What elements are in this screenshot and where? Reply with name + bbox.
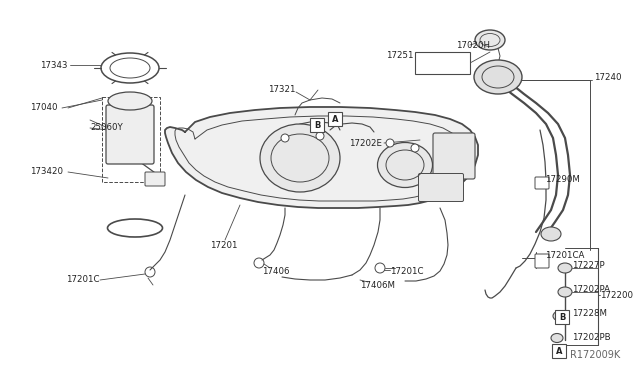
- FancyBboxPatch shape: [552, 344, 566, 358]
- Text: 17227P: 17227P: [572, 262, 605, 270]
- Ellipse shape: [558, 287, 572, 297]
- Text: 17020H: 17020H: [456, 41, 490, 49]
- FancyBboxPatch shape: [415, 52, 470, 74]
- Ellipse shape: [474, 60, 522, 94]
- Circle shape: [316, 132, 324, 140]
- Text: 17201C: 17201C: [67, 276, 100, 285]
- Text: 172200: 172200: [600, 291, 633, 299]
- Text: 17201: 17201: [210, 241, 237, 250]
- Text: 17406: 17406: [262, 267, 289, 276]
- FancyBboxPatch shape: [419, 173, 463, 202]
- Text: 17240: 17240: [594, 74, 621, 83]
- FancyBboxPatch shape: [433, 133, 475, 179]
- Ellipse shape: [553, 311, 567, 321]
- Text: 17321: 17321: [269, 86, 296, 94]
- Text: A: A: [556, 346, 563, 356]
- FancyBboxPatch shape: [310, 118, 324, 132]
- Text: 17343: 17343: [40, 61, 68, 70]
- Text: 17201CA: 17201CA: [545, 250, 584, 260]
- Text: 17251: 17251: [387, 51, 414, 60]
- Ellipse shape: [541, 227, 561, 241]
- Text: 17290M: 17290M: [545, 176, 580, 185]
- Text: 25060Y: 25060Y: [90, 124, 123, 132]
- FancyBboxPatch shape: [145, 172, 165, 186]
- Circle shape: [386, 139, 394, 147]
- Text: B: B: [559, 312, 565, 321]
- Text: 17201C: 17201C: [390, 267, 424, 276]
- Text: 17202E: 17202E: [349, 138, 382, 148]
- Text: 17202PB: 17202PB: [572, 334, 611, 343]
- Ellipse shape: [378, 142, 433, 187]
- Text: A: A: [332, 115, 339, 124]
- Text: 17202PA: 17202PA: [572, 285, 610, 295]
- Text: 17040: 17040: [30, 103, 58, 112]
- FancyBboxPatch shape: [535, 177, 549, 189]
- Polygon shape: [165, 107, 478, 208]
- Text: 173420: 173420: [30, 167, 63, 176]
- Ellipse shape: [475, 30, 505, 50]
- Text: B: B: [314, 121, 320, 129]
- Ellipse shape: [551, 334, 563, 343]
- Circle shape: [411, 144, 419, 152]
- Text: 17228M: 17228M: [572, 310, 607, 318]
- Ellipse shape: [260, 124, 340, 192]
- FancyBboxPatch shape: [328, 112, 342, 126]
- Text: 17406M: 17406M: [360, 280, 395, 289]
- FancyBboxPatch shape: [535, 254, 549, 268]
- Ellipse shape: [108, 92, 152, 110]
- FancyBboxPatch shape: [555, 310, 569, 324]
- Ellipse shape: [558, 263, 572, 273]
- FancyBboxPatch shape: [106, 105, 154, 164]
- Circle shape: [281, 134, 289, 142]
- Text: R172009K: R172009K: [570, 350, 620, 360]
